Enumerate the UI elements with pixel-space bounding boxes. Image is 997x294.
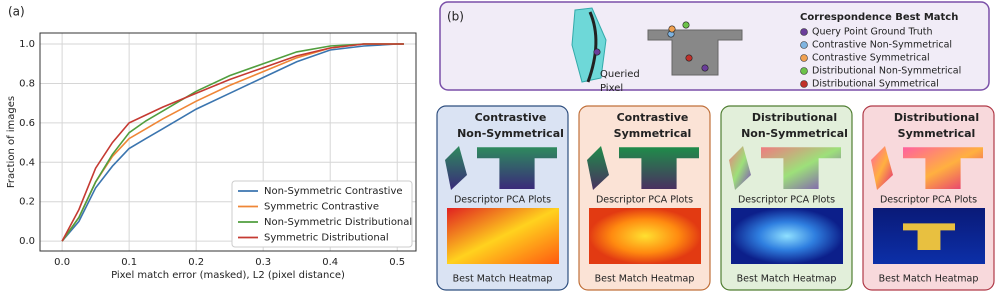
x-tick-label: 0.1: [121, 257, 137, 268]
legend-dot: [800, 41, 808, 49]
legend-label: Query Point Ground Truth: [812, 27, 933, 38]
y-tick-label: 0.8: [19, 78, 35, 89]
pca-query: [445, 146, 467, 190]
legend-label: Contrastive Symmetrical: [812, 53, 930, 64]
legend-label: Non-Symmetric Distributional: [264, 217, 412, 228]
legend-dot: [800, 54, 808, 62]
legend-box: [231, 180, 413, 248]
query-point: [593, 48, 601, 56]
method-title: Contrastive: [475, 111, 547, 124]
pca-query: [871, 146, 893, 190]
legend-label: Symmetric Distributional: [264, 233, 389, 244]
pca-garment: [619, 147, 699, 189]
x-tick-label: 0.2: [188, 257, 204, 268]
queried-garment: [571, 7, 607, 83]
legend-label: Distributional Non-Symmetrical: [812, 66, 961, 77]
heatmap-label: Best Match Heatmap: [737, 274, 837, 285]
target-garment: [647, 29, 743, 76]
pca-garment: [903, 147, 983, 189]
y-axis-label: Fraction of images: [6, 96, 17, 188]
method-title: Symmetrical: [898, 127, 976, 140]
match-point: [685, 54, 693, 62]
series-line: [61, 43, 404, 242]
heatmap: [589, 208, 701, 264]
plot-frame: [39, 32, 417, 252]
legend-label: Contrastive Non-Symmetrical: [812, 40, 952, 51]
method-title: Distributional: [752, 111, 837, 124]
legend-dot: [800, 67, 808, 75]
query-label: Queried: [600, 69, 640, 80]
legend-label: Distributional Symmetrical: [812, 79, 939, 90]
legend-label: Symmetric Contrastive: [264, 202, 379, 213]
y-tick-label: 0.4: [19, 157, 35, 168]
method-title: Symmetrical: [614, 127, 692, 140]
y-tick-label: 0.6: [19, 118, 35, 129]
panel-label: (b): [447, 10, 464, 24]
pca-label: Descriptor PCA Plots: [596, 195, 693, 206]
pca-query: [587, 146, 609, 190]
query-stroke: [586, 11, 598, 83]
x-tick-label: 0.4: [322, 257, 338, 268]
y-tick-label: 0.0: [19, 236, 35, 247]
x-tick-label: 0.3: [255, 257, 271, 268]
x-tick-label: 0.5: [389, 257, 405, 268]
panel-label: (a): [8, 5, 25, 19]
match-point: [668, 25, 676, 33]
legend-label: Non-Symmetric Contrastive: [264, 186, 403, 197]
pca-garment: [477, 147, 557, 189]
pca-label: Descriptor PCA Plots: [880, 195, 977, 206]
method-title: Contrastive: [617, 111, 689, 124]
legend-title: Correspondence Best Match: [800, 12, 958, 23]
heatmap-label: Best Match Heatmap: [595, 274, 695, 285]
heatmap: [447, 208, 559, 264]
legend-dot: [800, 80, 808, 88]
heatmap-label: Best Match Heatmap: [453, 274, 553, 285]
legend-dot: [800, 28, 808, 36]
method-title: Non-Symmetrical: [457, 127, 564, 140]
pca-garment: [761, 147, 841, 189]
pca-query: [729, 146, 751, 190]
y-tick-label: 0.2: [19, 197, 35, 208]
x-axis-label: Pixel match error (masked), L2 (pixel di…: [111, 270, 345, 281]
query-label: Pixel: [600, 83, 623, 94]
y-tick-label: 1.0: [19, 39, 35, 50]
pca-label: Descriptor PCA Plots: [738, 195, 835, 206]
series-line: [61, 43, 404, 242]
pca-label: Descriptor PCA Plots: [454, 195, 551, 206]
match-point: [682, 21, 690, 29]
method-title: Distributional: [894, 111, 979, 124]
match-point: [701, 64, 709, 72]
heatmap: [731, 208, 843, 264]
x-tick-label: 0.0: [54, 257, 70, 268]
method-title: Non-Symmetrical: [741, 127, 848, 140]
heatmap-label: Best Match Heatmap: [879, 274, 979, 285]
pca-garment: [903, 223, 955, 250]
